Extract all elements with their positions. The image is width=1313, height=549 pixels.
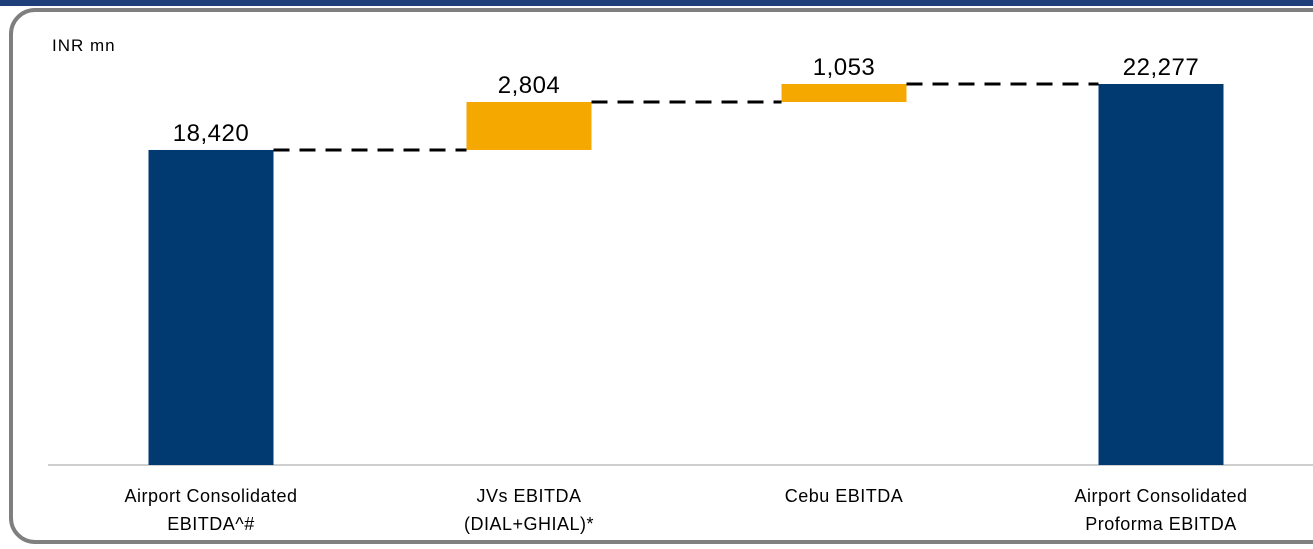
bar bbox=[1098, 84, 1224, 465]
value-label: 1,053 bbox=[813, 54, 876, 81]
bar bbox=[466, 102, 592, 150]
unit-label: INR mn bbox=[52, 36, 116, 55]
frame bbox=[9, 8, 1313, 544]
value-label: 2,804 bbox=[498, 72, 561, 99]
x-tick-label: Airport Consolidated Proforma EBITDA bbox=[1074, 486, 1248, 534]
bar bbox=[781, 84, 907, 103]
x-tick-label: JVs EBITDA (DIAL+GHIAL)* bbox=[463, 486, 595, 534]
value-label: 18,420 bbox=[173, 120, 249, 147]
value-label: 22,277 bbox=[1123, 54, 1199, 81]
x-tick-label: Airport Consolidated EBITDA^# bbox=[124, 486, 298, 534]
top-band bbox=[0, 0, 1313, 6]
bar bbox=[148, 149, 274, 466]
x-tick-label: Cebu EBITDA bbox=[784, 486, 904, 506]
